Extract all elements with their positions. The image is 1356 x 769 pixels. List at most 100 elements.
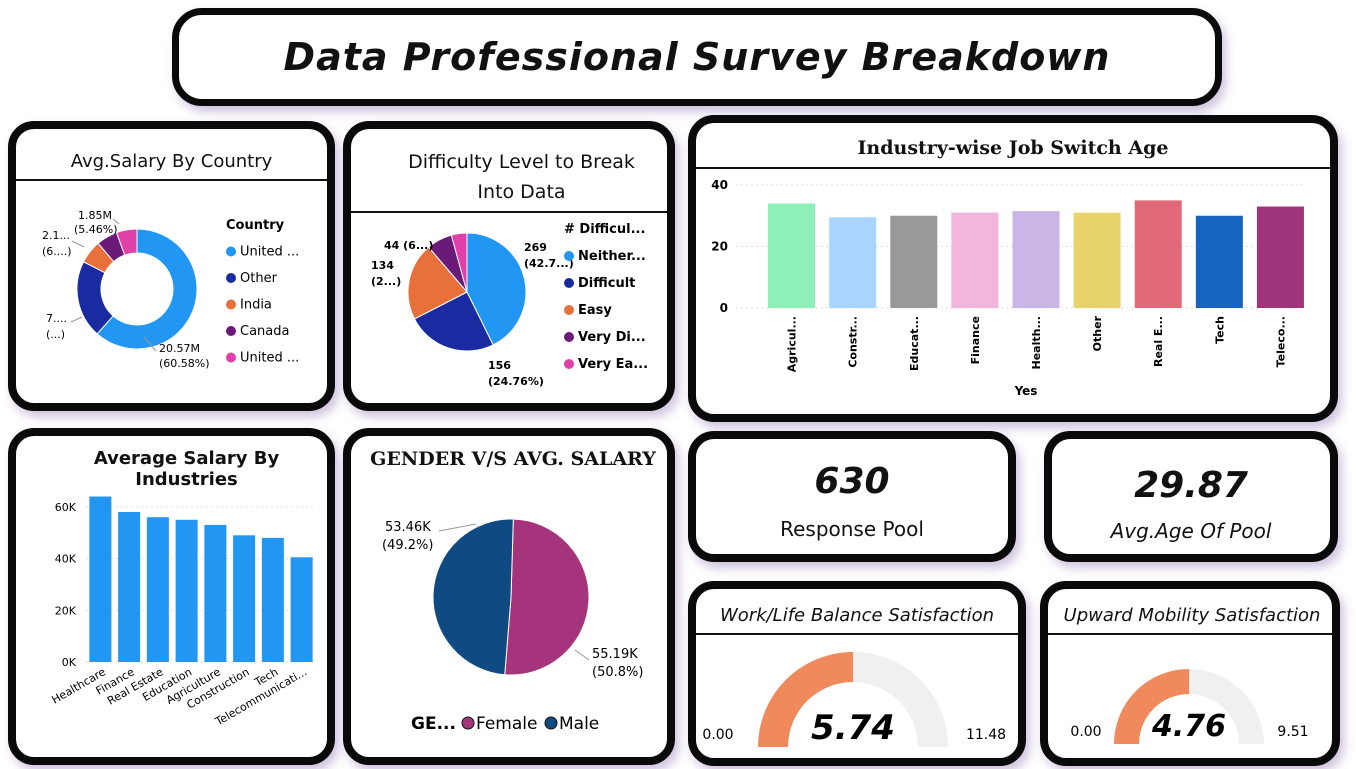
gauge-min-label: 0.00 [702, 727, 733, 743]
mobility-gauge: 4.76 0.00 9.51 [1070, 669, 1309, 744]
data-label: 7.... [46, 312, 67, 325]
legend-item: United ... [240, 245, 299, 260]
legend-item: Female [476, 714, 537, 734]
gauge-max-label: 9.51 [1277, 724, 1308, 740]
pie-slice [466, 232, 527, 346]
bar [1073, 212, 1121, 308]
data-label: 55.19K [592, 647, 638, 662]
x-tick-label: Tech [1213, 316, 1226, 344]
data-label: (6....) [42, 245, 72, 258]
switch-age-card: Industry-wise Job Switch Age 0 20 40 Agricu… [688, 115, 1338, 422]
legend-item: United ... [240, 351, 299, 366]
bar [1134, 200, 1182, 308]
legend-title: # Difficul... [564, 222, 645, 237]
data-label: 20.57M [159, 342, 200, 355]
gauge-max-label: 11.48 [966, 727, 1006, 743]
legend-marker [461, 716, 475, 730]
bar [118, 512, 141, 662]
bar [768, 203, 816, 308]
industry-salary-card: Average Salary By Industries 0K 20K 40K 60K… [8, 428, 335, 765]
pie-slice [432, 518, 514, 676]
legend-marker [564, 332, 574, 342]
title-banner: Data Professional Survey Breakdown [172, 8, 1222, 106]
x-axis-label: Yes [1014, 384, 1038, 398]
bar [175, 519, 198, 662]
legend-marker [564, 359, 574, 369]
y-tick-label: 20K [55, 604, 77, 617]
switch-age-title: Industry-wise Job Switch Age [857, 137, 1169, 159]
data-label: 53.46K [385, 520, 431, 535]
pie-slice [450, 232, 468, 293]
legend-item: Easy [578, 303, 612, 318]
pie-slice [504, 518, 590, 676]
gauge-value: 4.76 [1151, 709, 1226, 744]
industry-salary-title: Average Salary By Industries [93, 448, 280, 490]
avg-age-card: 29.87 Avg.Age Of Pool [1044, 431, 1338, 562]
x-tick-label: Other [1091, 315, 1104, 351]
country-salary-title: Avg.Salary By Country [70, 151, 273, 172]
y-tick-label: 20 [711, 240, 728, 254]
x-tick-label: Real E... [1152, 316, 1165, 367]
legend-item: Male [559, 714, 599, 734]
gender-pie: 53.46K (49.2%) 55.19K (50.8%) GE... Female Mal… [382, 518, 643, 734]
bar [951, 212, 999, 308]
y-tick-label: 0 [720, 301, 728, 315]
difficulty-title-1: Difficulty Level to Break [408, 151, 635, 173]
legend-marker [226, 246, 236, 257]
data-label: 134 [371, 259, 394, 272]
response-pool-value: 630 [814, 461, 890, 502]
leader-line [112, 218, 120, 225]
legend-marker [564, 278, 574, 288]
data-label: 1.85M [78, 209, 112, 222]
bar [290, 557, 313, 662]
legend-item: Other [240, 271, 278, 286]
y-tick-label: 40K [55, 553, 77, 566]
legend-marker [226, 352, 236, 363]
page-title: Data Professional Survey Breakdown [283, 35, 1111, 79]
bar [261, 537, 284, 662]
legend-marker [226, 273, 236, 283]
data-label: (50.8%) [592, 665, 643, 680]
bar [146, 517, 169, 662]
legend-marker [226, 299, 236, 310]
bar [1012, 211, 1060, 308]
mobility-gauge-card: Upward Mobility Satisfaction 4.76 0.00 9.5… [1040, 581, 1340, 766]
legend-item: Very Di... [578, 330, 646, 345]
y-tick-label: 0K [62, 656, 77, 669]
bar [890, 215, 938, 308]
x-tick-label: Finance [969, 316, 982, 364]
worklife-gauge: 5.74 0.00 11.48 [702, 652, 1006, 748]
gender-card: GENDER V/S AVG. SALARY 53.46K (49.2%) 55.1… [343, 428, 675, 765]
data-label: (2...) [371, 275, 401, 288]
bar [204, 524, 227, 662]
bar [1195, 215, 1243, 308]
worklife-gauge-title: Work/Life Balance Satisfaction [719, 605, 994, 626]
x-tick-label: Health... [1030, 316, 1043, 370]
data-label: (60.58%) [159, 357, 210, 370]
legend-item: Difficult [578, 276, 635, 291]
difficulty-title-2: Into Data [477, 181, 566, 203]
x-tick-label: Teleco... [1274, 316, 1287, 367]
x-tick-label: Constr... [847, 316, 860, 368]
legend-item: Canada [240, 324, 289, 339]
country-salary-donut: 20.57M (60.58%) 7.... (...) 2.1... (6....) 1.8… [42, 209, 299, 370]
legend-item: India [240, 298, 272, 313]
y-tick-label: 40 [711, 178, 728, 192]
legend-marker [226, 326, 236, 336]
data-label: 156 [488, 359, 511, 372]
gauge-min-label: 0.00 [1070, 724, 1101, 740]
x-tick-label: Agricul... [786, 316, 799, 372]
gauge-value: 5.74 [811, 708, 895, 748]
switch-age-bar-chart: 0 20 40 Agricul... Constr... Educat... Finance… [711, 178, 1306, 398]
leader-line [574, 649, 590, 661]
legend-item: Very Ea... [578, 357, 648, 372]
difficulty-pie: 269 (42.7...) 156 (24.76%) 134 (2...) 44 (6...… [371, 222, 648, 388]
pie-slice [407, 246, 468, 320]
avg-age-label: Avg.Age Of Pool [1110, 519, 1272, 543]
data-label: (42.7...) [524, 257, 574, 270]
data-label: 269 [524, 241, 547, 254]
country-salary-card: Avg.Salary By Country 20.57M (60.58%) 7...… [8, 121, 335, 411]
response-pool-label: Response Pool [780, 517, 924, 541]
mobility-gauge-title: Upward Mobility Satisfaction [1063, 605, 1321, 626]
